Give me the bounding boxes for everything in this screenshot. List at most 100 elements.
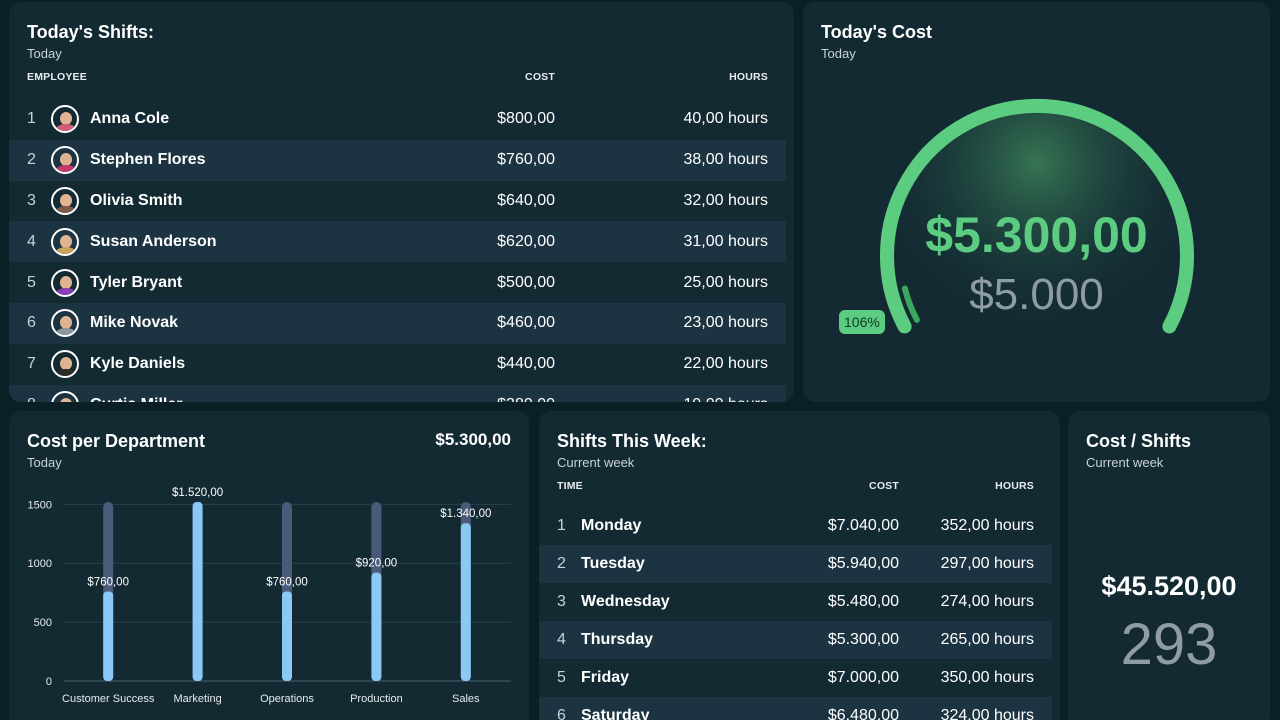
row-rank: 8 — [27, 396, 36, 402]
employee-cost: $460,00 — [497, 314, 555, 332]
gauge-overflow-arc — [901, 285, 920, 323]
employee-hours: 23,00 hours — [683, 314, 768, 332]
gauge-arc — [880, 98, 1194, 334]
day-hours: 265,00 hours — [940, 631, 1034, 648]
row-rank: 7 — [27, 355, 36, 373]
employee-name: Anna Cole — [90, 110, 170, 128]
panel-subtitle: Today — [27, 46, 62, 61]
cost-shifts-panel: Cost / Shifts Current week $45.520,00 29… — [1068, 411, 1270, 720]
column-header-time: TIME — [557, 480, 583, 492]
bar-data-label: $760,00 — [266, 577, 308, 589]
table-row[interactable]: 6 Saturday $6.480,00 324,00 hours — [539, 697, 1052, 720]
x-category-label: Sales — [452, 693, 480, 705]
column-header-hours: HOURS — [995, 480, 1034, 492]
todays-shifts-panel: Today's Shifts: Today EMPLOYEE COST HOUR… — [9, 2, 794, 402]
employee-hours: 32,00 hours — [683, 191, 768, 209]
employee-cost: $620,00 — [497, 232, 555, 250]
bar-operations[interactable] — [282, 591, 292, 682]
gauge-glow — [892, 111, 1182, 401]
cost-gauge — [880, 98, 1194, 401]
employee-name: Tyler Bryant — [90, 273, 183, 291]
employee-hours: 38,00 hours — [683, 151, 768, 169]
panel-subtitle: Current week — [1086, 455, 1164, 470]
avatar-icon — [51, 350, 79, 379]
table-row[interactable]: 5 Friday $7.000,00 350,00 hours — [539, 659, 1052, 697]
table-row[interactable]: 6 Mike Novak $460,00 23,00 hours — [9, 302, 786, 344]
bar-data-label: $1.520,00 — [172, 487, 223, 499]
shifts-table: 1 Anna Cole $800,00 40,00 hours 2 Stephen Flo… — [9, 99, 786, 402]
shifts-this-week-panel: Shifts This Week: Current week TIME COST… — [539, 411, 1060, 720]
bar-production[interactable] — [371, 572, 382, 681]
day-hours: 324,00 hours — [940, 707, 1034, 720]
y-tick-label: 500 — [34, 617, 52, 629]
column-header-hours: HOURS — [729, 71, 768, 83]
todays-cost-panel: Today's Cost Today $5.300,00 $5.000 106% — [803, 2, 1270, 402]
x-category-label: Operations — [260, 693, 314, 705]
day-cost: $5.940,00 — [827, 555, 899, 572]
day-name: Friday — [581, 669, 630, 686]
table-row[interactable]: 4 Susan Anderson $620,00 31,00 hours — [9, 221, 786, 263]
table-row[interactable]: 7 Kyle Daniels $440,00 22,00 hours — [9, 344, 786, 385]
row-rank: 2 — [557, 555, 566, 572]
day-cost: $7.040,00 — [827, 517, 899, 534]
x-category-label: Customer Success — [62, 693, 155, 705]
table-row[interactable]: 3 Olivia Smith $640,00 32,00 hours — [9, 181, 786, 222]
department-total: $5.300,00 — [435, 430, 511, 449]
day-name: Thursday — [581, 631, 654, 648]
employee-hours: 19,00 hours — [683, 396, 768, 402]
avatar-icon — [51, 105, 79, 134]
table-row[interactable]: 1 Monday $7.040,00 352,00 hours — [539, 507, 1052, 545]
gauge-percent-badge: 106% — [839, 310, 885, 334]
employee-hours: 25,00 hours — [683, 273, 768, 291]
row-rank: 5 — [27, 273, 36, 291]
week-table: 1 Monday $7.040,00 352,00 hours 2 Tuesday $5.9… — [539, 507, 1052, 720]
day-cost: $5.480,00 — [827, 593, 899, 610]
y-tick-label: 0 — [46, 676, 52, 688]
panel-subtitle: Today — [821, 46, 856, 61]
x-category-label: Production — [350, 693, 403, 705]
row-rank: 2 — [27, 151, 36, 169]
day-hours: 352,00 hours — [940, 517, 1034, 534]
column-header-cost: COST — [525, 71, 555, 83]
day-hours: 350,00 hours — [940, 669, 1034, 686]
employee-cost: $500,00 — [497, 273, 555, 291]
bar-data-label: $920,00 — [356, 558, 398, 570]
row-rank: 6 — [557, 707, 566, 720]
employee-hours: 40,00 hours — [683, 110, 768, 128]
table-row[interactable]: 8 Curtis Miller $380,00 19,00 hours — [9, 384, 786, 402]
row-rank: 3 — [27, 191, 36, 209]
bar-sales[interactable] — [460, 523, 471, 681]
column-header-employee: EMPLOYEE — [27, 71, 87, 83]
day-cost: $6.480,00 — [827, 707, 899, 720]
department-bar-chart: 0 500 1000 1500 $760,00 Customer Success $1.52… — [28, 487, 511, 705]
table-row[interactable]: 2 Stephen Flores $760,00 38,00 hours — [9, 139, 786, 181]
row-rank: 6 — [27, 314, 36, 332]
y-tick-label: 1000 — [28, 558, 52, 570]
bar-marketing[interactable] — [192, 502, 203, 681]
employee-hours: 22,00 hours — [683, 355, 768, 373]
table-row[interactable]: 3 Wednesday $5.480,00 274,00 hours — [539, 583, 1052, 621]
employee-hours: 31,00 hours — [683, 232, 768, 250]
column-header-cost: COST — [869, 480, 899, 492]
bar-customer-success[interactable] — [103, 591, 114, 682]
table-row[interactable]: 4 Thursday $5.300,00 265,00 hours — [539, 621, 1052, 659]
x-category-label: Marketing — [173, 693, 221, 705]
week-cost-value: $45.520,00 — [1101, 571, 1237, 601]
panel-title: Cost / Shifts — [1086, 431, 1192, 451]
day-name: Tuesday — [581, 555, 645, 572]
panel-title: Today's Cost — [821, 22, 932, 42]
table-row[interactable]: 5 Tyler Bryant $500,00 25,00 hours — [9, 262, 786, 303]
row-rank: 1 — [557, 517, 566, 534]
row-rank: 4 — [557, 631, 566, 648]
day-name: Wednesday — [581, 593, 670, 610]
day-cost: $5.300,00 — [827, 631, 899, 648]
y-tick-label: 1500 — [28, 499, 52, 511]
table-row[interactable]: 2 Tuesday $5.940,00 297,00 hours — [539, 545, 1052, 583]
avatar-icon — [51, 227, 79, 256]
employee-name: Kyle Daniels — [90, 355, 186, 373]
panel-title: Cost per Department — [27, 431, 206, 451]
table-row[interactable]: 1 Anna Cole $800,00 40,00 hours — [9, 99, 786, 140]
avatar-icon — [51, 146, 79, 175]
panel-title: Shifts This Week: — [557, 431, 707, 451]
employee-cost: $440,00 — [497, 355, 555, 373]
